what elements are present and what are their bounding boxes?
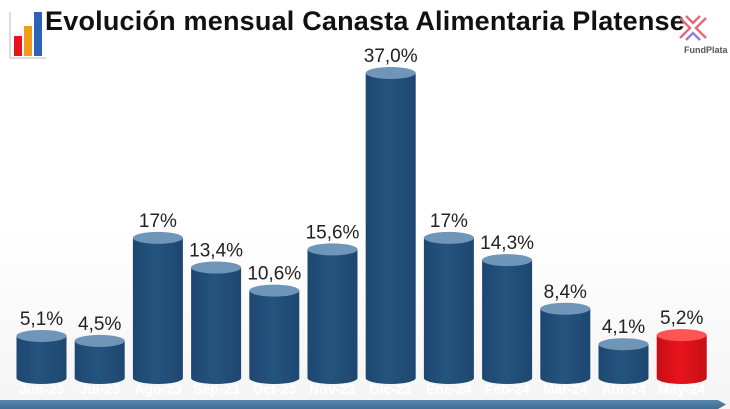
value-label: 17% (139, 211, 177, 232)
bar-Feb-24 (482, 254, 533, 384)
category-label: Ago-23 (134, 381, 182, 397)
bar-Dic-23 (365, 67, 416, 384)
category-label: Dic-23 (370, 381, 412, 397)
category-label: Jul-23 (79, 381, 120, 397)
value-label: 14,3% (480, 233, 534, 254)
chart-title: Evolución mensual Canasta Alimentaria Pl… (45, 6, 685, 36)
bar-body (307, 249, 358, 384)
bar-top (307, 243, 358, 256)
bar-top (365, 67, 416, 79)
value-label: 5,2% (660, 308, 703, 329)
bar-top (249, 284, 300, 297)
brand-name: FundPlata (684, 45, 728, 55)
bar-top (132, 231, 183, 244)
bar-body (423, 237, 474, 384)
bar-top (656, 329, 707, 342)
value-label: 17% (430, 211, 468, 232)
bar-Abr-24 (598, 338, 649, 384)
bar-top (423, 231, 474, 244)
value-label: 13,4% (189, 241, 243, 262)
value-label: 10,6% (247, 264, 301, 285)
bar-Ene-24 (423, 231, 474, 384)
bar-top (16, 329, 67, 342)
fundplata-logo-icon (676, 14, 710, 49)
bar-body (598, 344, 649, 384)
bar-body (191, 267, 242, 384)
bar-body (132, 237, 183, 384)
bar-top (598, 338, 649, 351)
bar-Sep-23 (191, 261, 242, 384)
value-label: 8,4% (544, 282, 587, 303)
bar-Oct-23 (249, 284, 300, 384)
bar-body (74, 340, 125, 384)
value-label: 37,0% (364, 46, 418, 67)
value-label: 4,1% (602, 317, 645, 338)
bar-Jun-23 (16, 329, 67, 384)
category-label: Jun-23 (19, 381, 64, 397)
bar-top (74, 334, 125, 347)
category-label: May-24 (658, 381, 706, 397)
bar-Jul-23 (74, 334, 125, 384)
bar-body (16, 335, 67, 384)
category-label: Mar-24 (543, 381, 588, 397)
bar-body (540, 308, 591, 384)
bar-Mar-24 (540, 302, 591, 384)
bar-body (656, 335, 707, 384)
category-label: Feb-24 (485, 381, 530, 397)
category-label: Ene-24 (426, 381, 472, 397)
bar-chart-logo-icon (6, 6, 50, 69)
bar-top (191, 261, 242, 274)
category-label: Nov-23 (309, 381, 356, 397)
x-axis-strip (0, 400, 726, 409)
bar-body (482, 260, 533, 384)
value-label: 4,5% (78, 314, 121, 335)
value-label: 5,1% (20, 309, 63, 330)
category-label: Abr-24 (601, 381, 646, 397)
category-label: Sep-23 (193, 381, 239, 397)
bar-Nov-23 (307, 243, 358, 384)
category-label: Oct-23 (253, 381, 297, 397)
bar-top (540, 302, 591, 315)
bar-body (365, 73, 416, 384)
bar-Ago-23 (132, 231, 183, 384)
bar-top (482, 254, 533, 267)
value-label: 15,6% (306, 222, 360, 243)
bar-body (249, 290, 300, 384)
bar-May-24 (656, 329, 707, 384)
